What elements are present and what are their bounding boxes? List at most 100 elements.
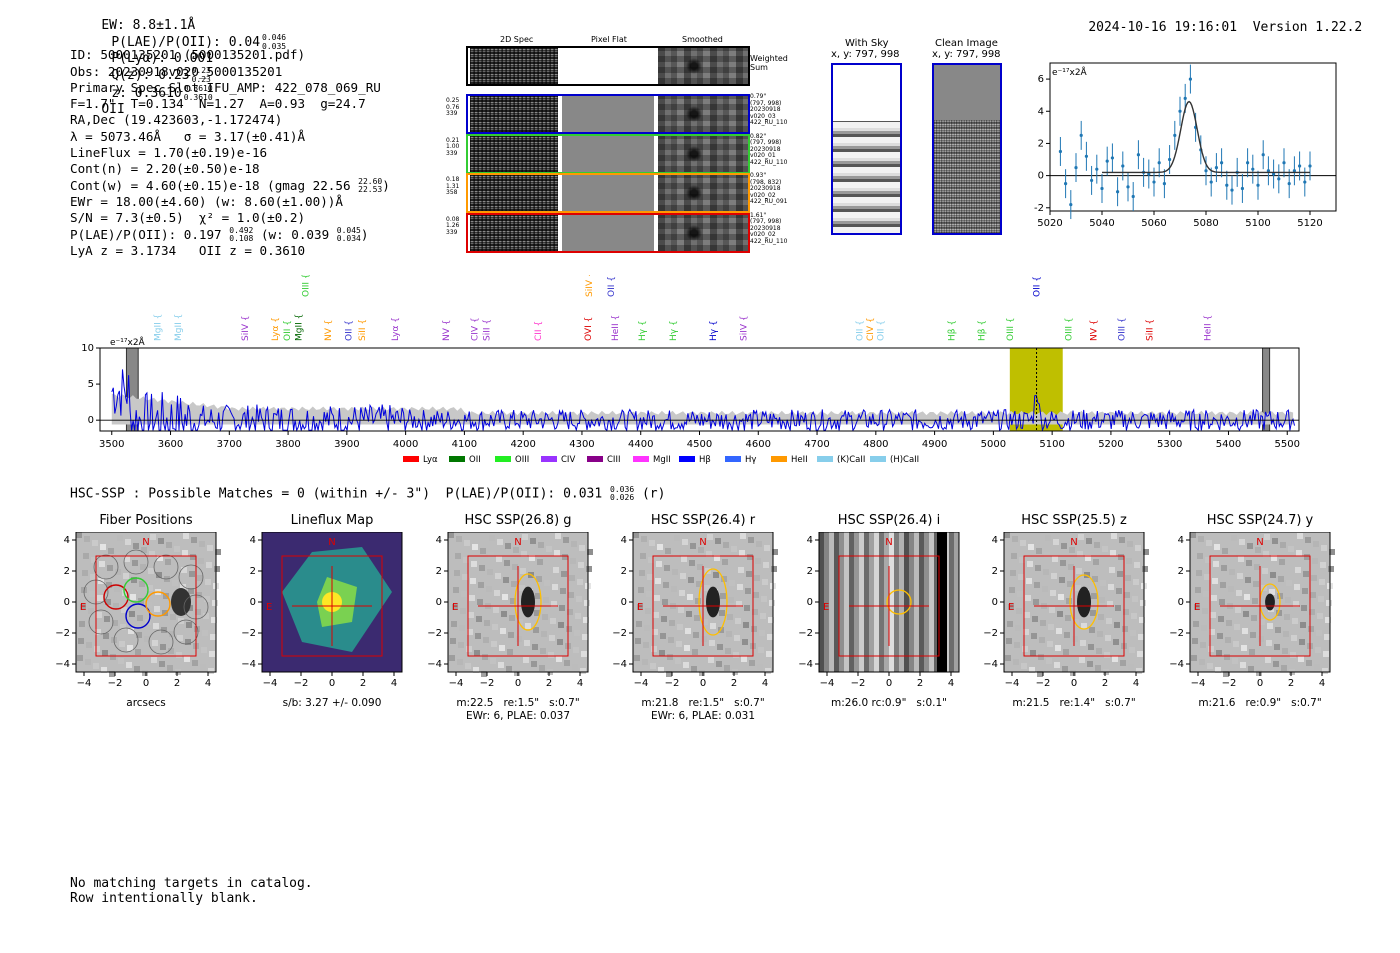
hsc-noise-pixel bbox=[148, 568, 154, 574]
hsc-noise-pixel bbox=[113, 603, 119, 609]
hsc-noise-pixel bbox=[459, 625, 465, 631]
fit-data-point bbox=[1220, 161, 1224, 165]
hsc-noise-pixel bbox=[77, 655, 83, 661]
hsc-noise-pixel bbox=[109, 671, 115, 677]
hsc-noise-pixel bbox=[157, 555, 163, 561]
compass-east: E bbox=[80, 602, 86, 613]
hsc-noise-pixel bbox=[203, 613, 209, 619]
hsc-noise-pixel bbox=[1120, 660, 1126, 666]
hsc-noise-pixel bbox=[201, 647, 207, 653]
spec-legend-label: Lyα bbox=[423, 455, 438, 465]
hsc-noise-pixel bbox=[633, 532, 639, 538]
hsc-noise-pixel bbox=[687, 594, 693, 600]
hsc-noise-pixel bbox=[553, 567, 559, 573]
info-plae: P(LAE)/P(OII): 0.197 0.492 0.108 (w: 0.03… bbox=[70, 227, 390, 244]
hsc-noise-pixel bbox=[475, 633, 481, 639]
hsc-y-tick-label: 0 bbox=[621, 597, 627, 608]
hsc-noise-pixel bbox=[1230, 552, 1236, 558]
hsc-noise-pixel bbox=[1129, 647, 1135, 653]
hsc-x-tick-label: −4 bbox=[263, 678, 278, 689]
hsc-noise-pixel bbox=[1287, 563, 1293, 569]
hsc-noise-pixel bbox=[771, 566, 777, 572]
hsc-noise-pixel bbox=[656, 561, 662, 567]
spec-x-tick-label: 4900 bbox=[922, 439, 947, 450]
hsc-noise-pixel bbox=[1013, 659, 1019, 665]
hsc-noise-pixel bbox=[112, 620, 118, 626]
fit-data-point bbox=[1152, 180, 1156, 184]
fit-unit-label: e⁻¹⁷x2Å bbox=[1052, 66, 1088, 78]
hsc-noise-pixel bbox=[1076, 568, 1082, 574]
hsc-noise-pixel bbox=[158, 538, 164, 544]
hsc-y-tick-label: −2 bbox=[55, 628, 70, 639]
fit-data-point bbox=[1266, 169, 1270, 173]
compass-east: E bbox=[1194, 602, 1200, 613]
fit-data-point bbox=[1058, 149, 1062, 154]
hsc-noise-pixel bbox=[489, 535, 495, 541]
spec-emission-label: SiII { bbox=[1146, 319, 1156, 341]
hsc-noise-pixel bbox=[1124, 592, 1130, 598]
hsc-noise-pixel bbox=[186, 622, 192, 628]
hsc-noise-pixel bbox=[1222, 548, 1228, 554]
hsc-x-tick-label: −2 bbox=[665, 678, 680, 689]
hsc-noise-pixel bbox=[1062, 666, 1068, 672]
cutout-row-right-label: 1.61" (797, 998) 20230918 v020_02 422_RU… bbox=[750, 211, 788, 245]
spec-flux-line bbox=[111, 369, 1295, 433]
hsc-noise-pixel bbox=[502, 594, 508, 600]
with-sky-image bbox=[831, 63, 902, 235]
cutout-pixelflat bbox=[562, 175, 654, 211]
hsc-noise-pixel bbox=[1294, 584, 1300, 590]
hsc-noise-pixel bbox=[574, 630, 580, 636]
hsc-noise-pixel bbox=[641, 536, 647, 542]
hsc-noise-pixel bbox=[1033, 599, 1039, 605]
hsc-noise-pixel bbox=[160, 644, 166, 650]
hsc-noise-pixel bbox=[1306, 660, 1312, 666]
hsc-noise-pixel bbox=[684, 645, 690, 651]
hsc-noise-pixel bbox=[507, 649, 513, 655]
spec-legend-swatch bbox=[541, 456, 557, 462]
spec-x-tick-label: 5100 bbox=[1039, 439, 1064, 450]
hsc-noise-pixel bbox=[644, 625, 650, 631]
hsc-noise-pixel bbox=[1317, 613, 1323, 619]
fit-plot-frame bbox=[1049, 62, 1337, 212]
hsc-y-tick-label: −2 bbox=[1169, 628, 1184, 639]
hsc-noise-pixel bbox=[456, 536, 462, 542]
hsc-noise-pixel bbox=[531, 661, 537, 667]
hsc-noise-pixel bbox=[1219, 599, 1225, 605]
hsc-noise-pixel bbox=[1040, 620, 1046, 626]
hsc-x-tick-label: −2 bbox=[851, 678, 866, 689]
hsc-noise-pixel bbox=[520, 568, 526, 574]
spec-emission-label: OIII { bbox=[1065, 317, 1075, 341]
hsc-y-tick-label: −4 bbox=[612, 659, 627, 670]
hsc-panel-svg: N E −4 −4 −2 −2 0 0 2 2 4 4 bbox=[798, 532, 960, 689]
hsc-caption-1: m:22.5 re:1.5" s:0.7" bbox=[456, 697, 580, 709]
hsc-noise-pixel bbox=[1328, 566, 1334, 572]
hsc-noise-pixel bbox=[521, 551, 527, 557]
hsc-noise-pixel bbox=[662, 599, 668, 605]
hsc-noise-pixel bbox=[1134, 562, 1140, 568]
hsc-noise-pixel bbox=[136, 632, 142, 638]
compass-north: N bbox=[699, 537, 706, 548]
hsc-noise-pixel bbox=[1069, 547, 1075, 553]
hsc-noise-pixel bbox=[530, 538, 536, 544]
hsc-i-stripe bbox=[869, 532, 874, 672]
hsc-panel-svg: N E −4 −4 −2 −2 0 0 2 2 4 4 bbox=[241, 532, 403, 689]
header-summary: EW: 8.8±1.1Å P(LAE)/P(OII): 0.04 0.046 0.0… bbox=[70, 3, 286, 132]
hsc-noise-pixel bbox=[1253, 581, 1259, 587]
hsc-panel-title: HSC SSP(25.5) z bbox=[1021, 513, 1127, 528]
hsc-noise-pixel bbox=[1035, 565, 1041, 571]
hsc-noise-pixel bbox=[536, 576, 542, 582]
hsc-noise-pixel bbox=[115, 569, 121, 575]
hsc-y-tick-label: 4 bbox=[436, 535, 442, 546]
hsc-noise-pixel bbox=[130, 594, 136, 600]
hsc-noise-pixel bbox=[96, 612, 102, 618]
hsc-noise-pixel bbox=[767, 634, 773, 640]
hsc-noise-pixel bbox=[664, 565, 670, 571]
spec-legend-label: Hβ bbox=[699, 455, 711, 465]
hsc-noise-pixel bbox=[731, 546, 737, 552]
hsc-summary-text: HSC-SSP : Possible Matches = 0 (within +… bbox=[70, 486, 603, 502]
hsc-x-tick-label: 2 bbox=[917, 678, 923, 689]
hsc-noise-pixel bbox=[493, 607, 499, 613]
hsc-noise-pixel bbox=[462, 574, 468, 580]
fiber-circle bbox=[153, 554, 179, 580]
hsc-noise-pixel bbox=[121, 607, 127, 613]
